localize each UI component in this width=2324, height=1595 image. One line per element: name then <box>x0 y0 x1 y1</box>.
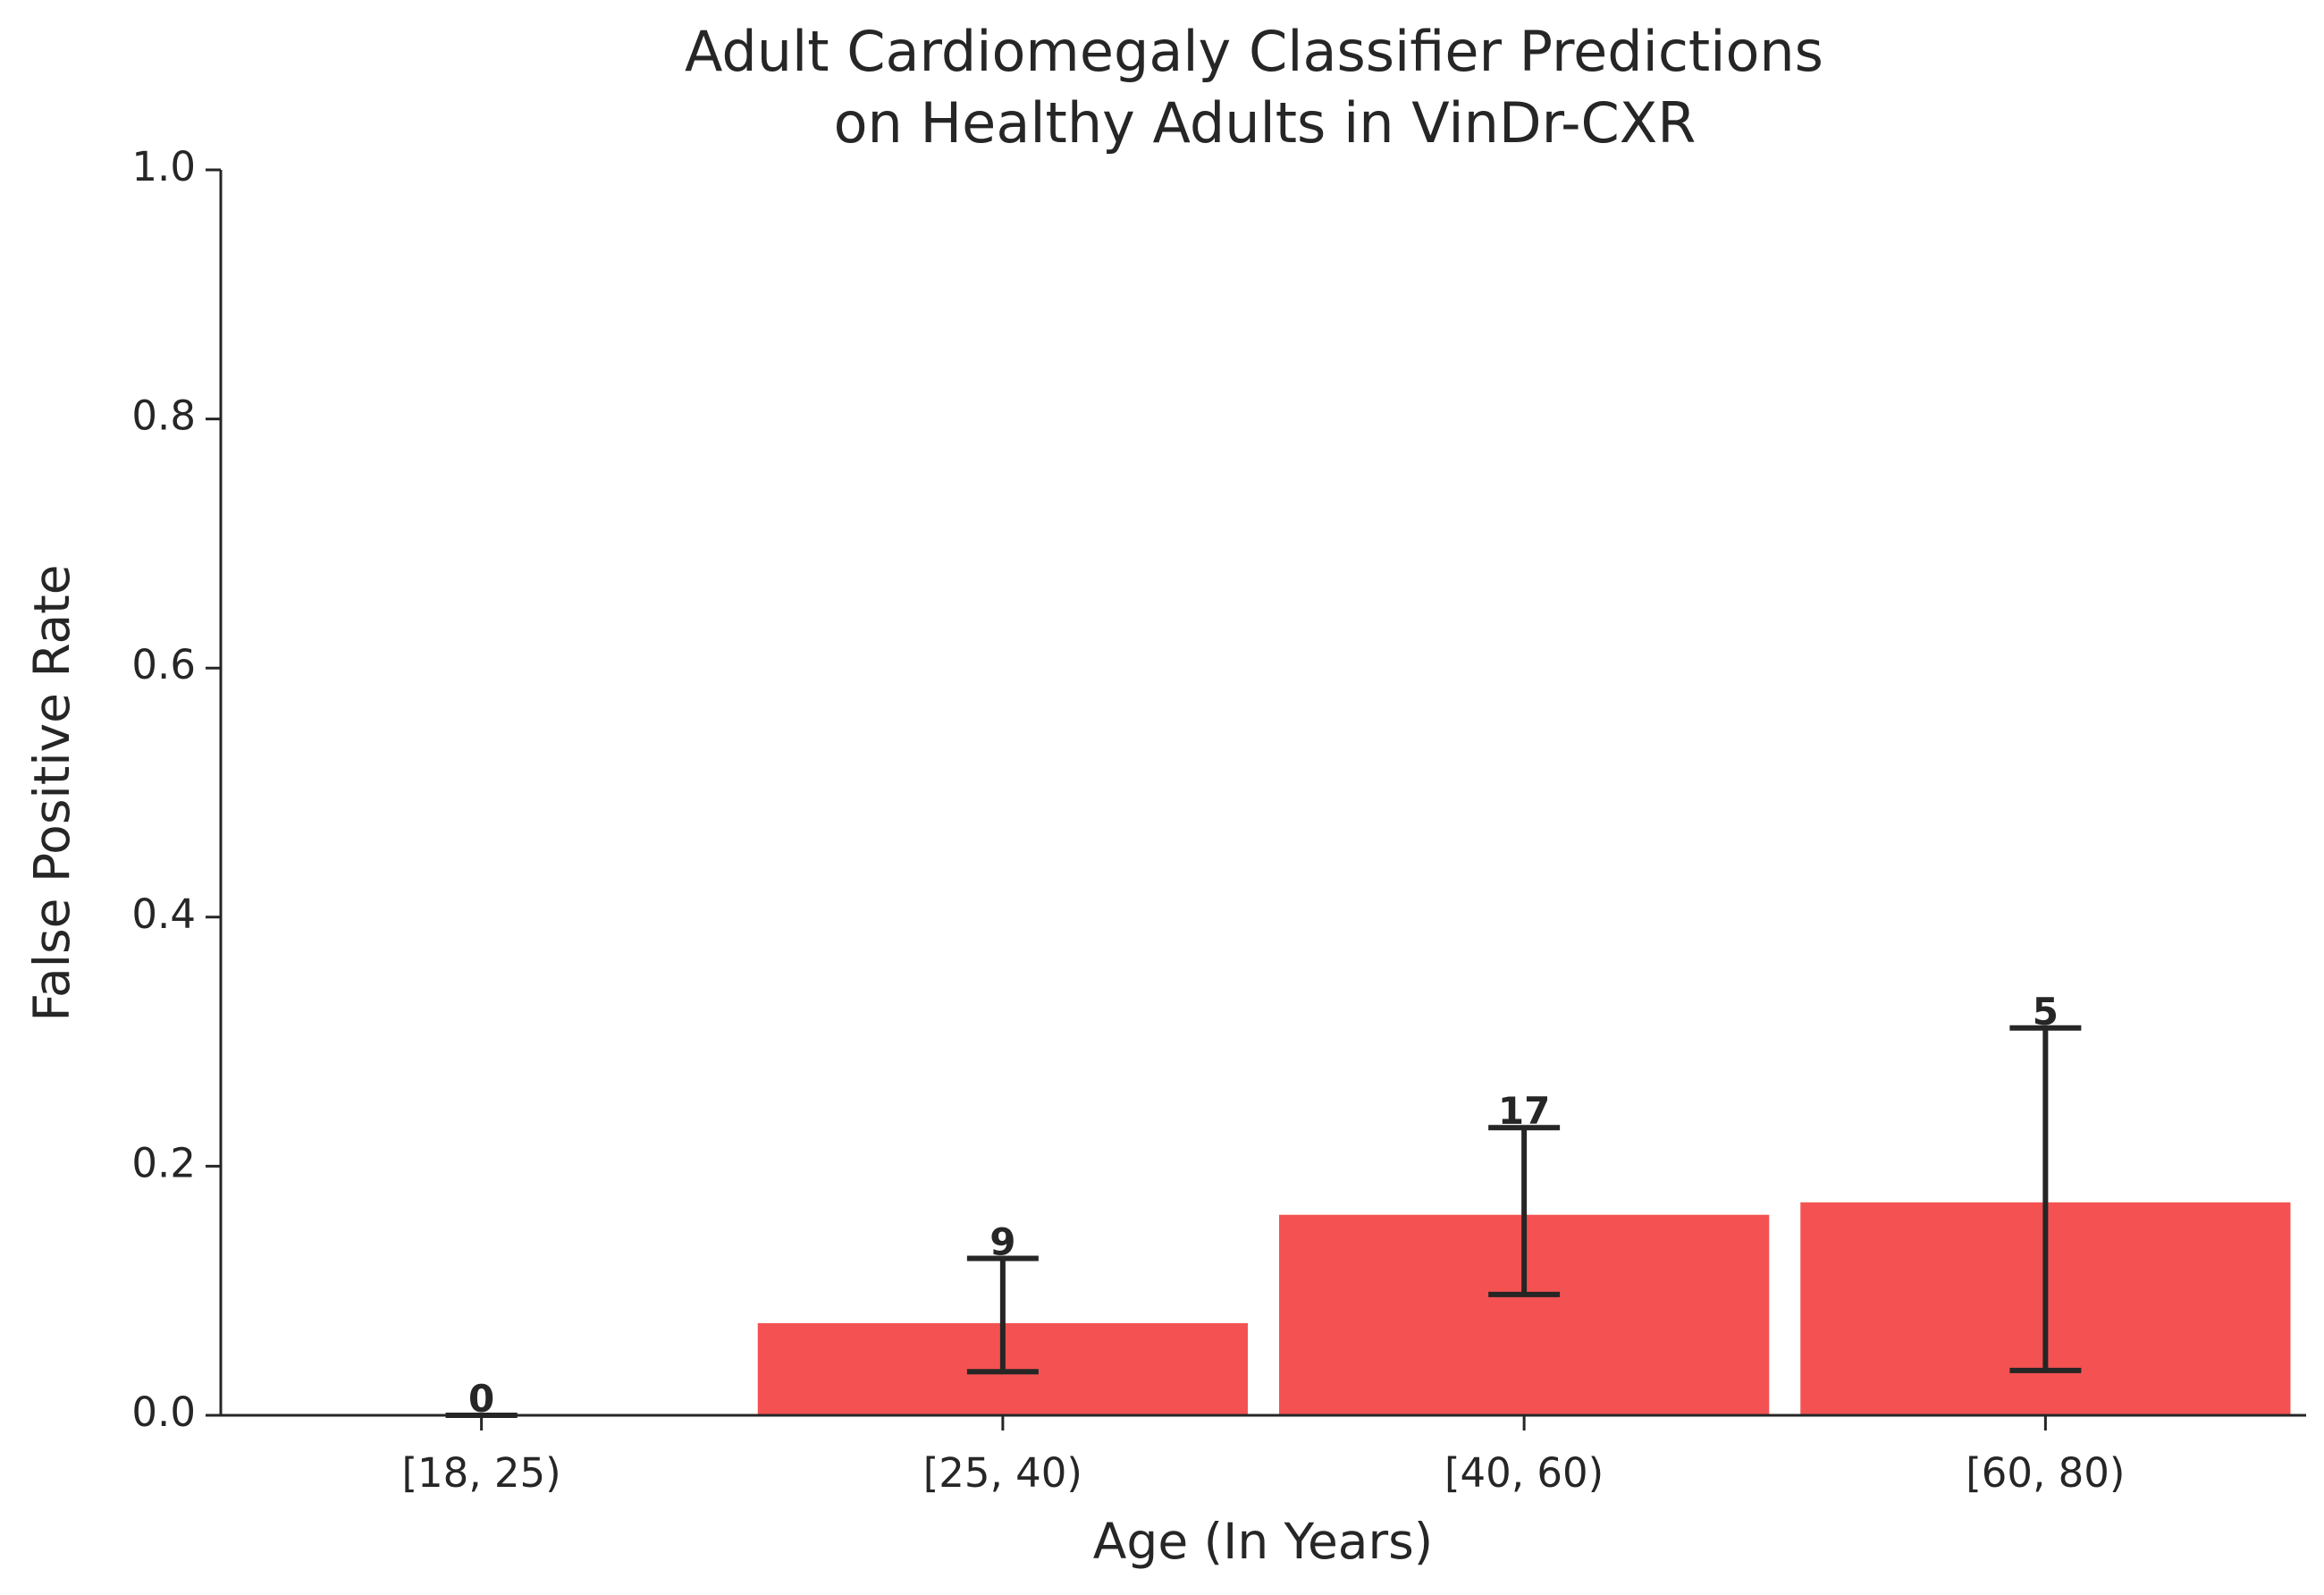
x-tick-label: [60, 80) <box>1966 1449 2125 1497</box>
y-tick-label: 0.4 <box>131 890 196 938</box>
count-label: 5 <box>2033 990 2059 1034</box>
count-label: 9 <box>989 1219 1015 1263</box>
y-tick-label: 0.6 <box>131 641 196 688</box>
chart-title: Adult Cardiomegaly Classifier Prediction… <box>685 19 1823 84</box>
y-tick-label: 0.8 <box>131 392 196 440</box>
count-label: 17 <box>1498 1089 1550 1133</box>
chart-title: on Healthy Adults in VinDr-CXR <box>834 90 1697 156</box>
x-tick-label: [18, 25) <box>402 1449 561 1497</box>
y-tick-label: 1.0 <box>131 143 196 190</box>
count-label: 0 <box>468 1377 494 1421</box>
y-tick-label: 0.2 <box>131 1139 196 1186</box>
x-tick-label: [25, 40) <box>923 1449 1082 1497</box>
x-axis-label: Age (In Years) <box>1093 1513 1433 1570</box>
y-tick-label: 0.0 <box>131 1388 196 1436</box>
y-axis-label: False Positive Rate <box>23 564 80 1021</box>
x-tick-label: [40, 60) <box>1444 1449 1604 1497</box>
